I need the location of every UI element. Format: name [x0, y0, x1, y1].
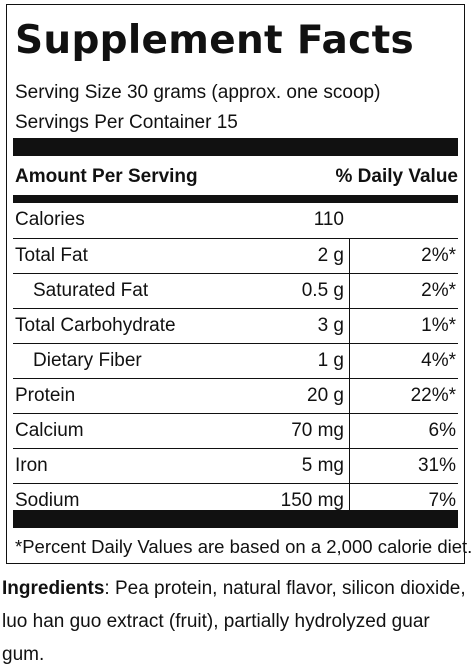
ingredients-label: Ingredients: [2, 578, 105, 599]
row-divider: [13, 308, 458, 309]
servings-per-container: Servings Per Container 15: [15, 112, 238, 133]
ingredients-statement: Ingredients: Pea protein, natural flavor…: [2, 572, 472, 671]
supplement-facts-panel: Supplement Facts Serving Size 30 grams (…: [6, 4, 472, 564]
nutrient-row-protein: Protein 20 g 22%*: [13, 379, 458, 413]
nutrient-row-iron: Iron 5 mg 31%: [13, 449, 458, 483]
nutrient-row-total-carbohydrate: Total Carbohydrate 3 g 1%*: [13, 309, 458, 343]
daily-value-label: % Daily Value: [335, 166, 458, 187]
nutrient-row-total-fat: Total Fat 2 g 2%*: [13, 239, 458, 273]
row-divider: [13, 273, 458, 274]
nutrient-amount: 2 g: [317, 245, 344, 266]
nutrient-daily-value: 31%: [417, 455, 456, 476]
nutrient-daily-value: 6%: [428, 420, 456, 441]
nutrient-amount: 150 mg: [280, 490, 344, 511]
panel-title: Supplement Facts: [15, 18, 415, 63]
thick-divider-top: [13, 138, 458, 156]
nutrient-daily-value: 1%*: [421, 315, 456, 336]
nutrient-amount: 1 g: [317, 350, 344, 371]
nutrient-name: Iron: [15, 455, 48, 476]
nutrient-name: Total Carbohydrate: [15, 315, 176, 336]
nutrient-amount: 0.5 g: [301, 280, 344, 301]
column-divider: [349, 238, 350, 510]
amount-per-serving-label: Amount Per Serving: [15, 166, 198, 187]
nutrient-row-calories: Calories 110: [13, 203, 458, 237]
nutrient-name: Sodium: [15, 490, 80, 511]
row-divider: [13, 483, 458, 484]
row-divider: [13, 448, 458, 449]
nutrient-amount: 20 g: [307, 385, 344, 406]
nutrient-daily-value: 2%*: [421, 280, 456, 301]
nutrient-name: Dietary Fiber: [33, 350, 142, 371]
nutrient-amount: 3 g: [317, 315, 344, 336]
nutrient-name: Calories: [15, 209, 85, 230]
row-divider: [13, 343, 458, 344]
nutrient-name: Calcium: [15, 420, 84, 441]
nutrient-daily-value: 4%*: [421, 350, 456, 371]
row-divider: [13, 238, 458, 239]
thick-divider-bottom: [13, 510, 458, 528]
serving-size: Serving Size 30 grams (approx. one scoop…: [15, 82, 381, 103]
nutrient-amount: 70 mg: [291, 420, 344, 441]
nutrient-daily-value: 2%*: [421, 245, 456, 266]
nutrient-daily-value: 22%*: [410, 385, 456, 406]
row-divider: [13, 413, 458, 414]
nutrient-row-saturated-fat: Saturated Fat 0.5 g 2%*: [13, 274, 458, 308]
row-divider: [13, 378, 458, 379]
nutrient-name: Total Fat: [15, 245, 88, 266]
nutrient-name: Saturated Fat: [33, 280, 149, 301]
nutrient-row-sodium: Sodium 150 mg 7%: [13, 484, 458, 518]
nutrient-row-dietary-fiber: Dietary Fiber 1 g 4%*: [13, 344, 458, 378]
nutrient-row-calcium: Calcium 70 mg 6%: [13, 414, 458, 448]
medium-divider: [13, 195, 458, 203]
nutrient-amount: 5 mg: [301, 455, 344, 476]
table-header: Amount Per Serving % Daily Value: [15, 163, 458, 191]
nutrient-daily-value: 7%: [428, 490, 456, 511]
nutrient-name: Protein: [15, 385, 76, 406]
nutrient-amount: 110: [313, 209, 344, 230]
daily-value-footnote: *Percent Daily Values are based on a 2,0…: [15, 536, 473, 557]
